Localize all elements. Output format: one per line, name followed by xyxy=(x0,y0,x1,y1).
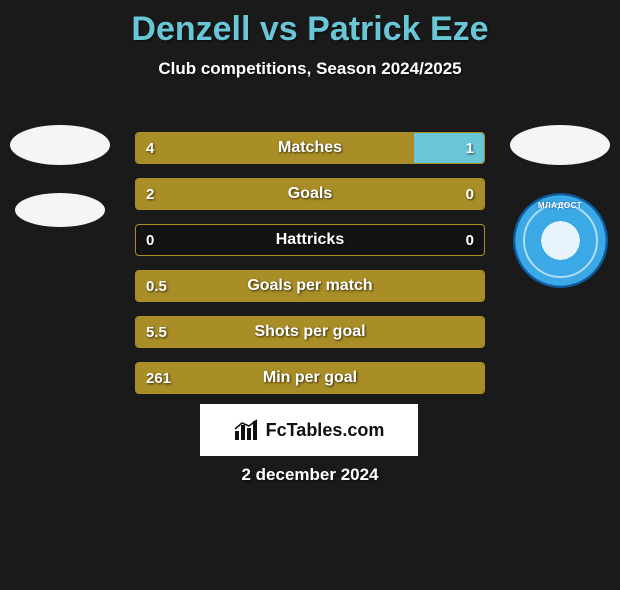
stats-bars: Matches41 Goals20 Hattricks0 0 Goals per mat… xyxy=(135,132,485,394)
stat-bar-left xyxy=(136,317,484,347)
page-title: Denzell vs Patrick Eze xyxy=(0,10,620,49)
stat-label: Hattricks xyxy=(136,225,484,255)
left-club-logo-2 xyxy=(15,193,105,227)
stat-row: Hattricks0 0 xyxy=(135,224,485,256)
stat-row: Min per goal261 xyxy=(135,362,485,394)
left-logos xyxy=(10,125,110,227)
stat-bar-left xyxy=(136,271,484,301)
stat-value-right: 0 xyxy=(466,225,474,255)
stat-row: Goals per match0.5 xyxy=(135,270,485,302)
stat-row: Matches41 xyxy=(135,132,485,164)
right-logos: МЛАДОСТ xyxy=(510,125,610,288)
stat-bar-right xyxy=(414,133,484,163)
brand-chart-icon xyxy=(234,419,260,441)
footer-date: 2 december 2024 xyxy=(0,465,620,485)
stat-row: Shots per goal5.5 xyxy=(135,316,485,348)
stat-bar-left xyxy=(136,363,484,393)
stat-row: Goals20 xyxy=(135,178,485,210)
stat-bar-left xyxy=(136,133,414,163)
left-club-logo-1 xyxy=(10,125,110,165)
club-badge-text-top: МЛАДОСТ xyxy=(515,201,606,210)
page-subtitle: Club competitions, Season 2024/2025 xyxy=(0,59,620,79)
stat-value-left: 0 xyxy=(146,225,154,255)
stat-bar-left xyxy=(136,179,484,209)
right-club-logo-1 xyxy=(510,125,610,165)
brand-text: FcTables.com xyxy=(266,420,385,441)
right-club-badge: МЛАДОСТ xyxy=(513,193,608,288)
brand-box: FcTables.com xyxy=(200,404,418,456)
